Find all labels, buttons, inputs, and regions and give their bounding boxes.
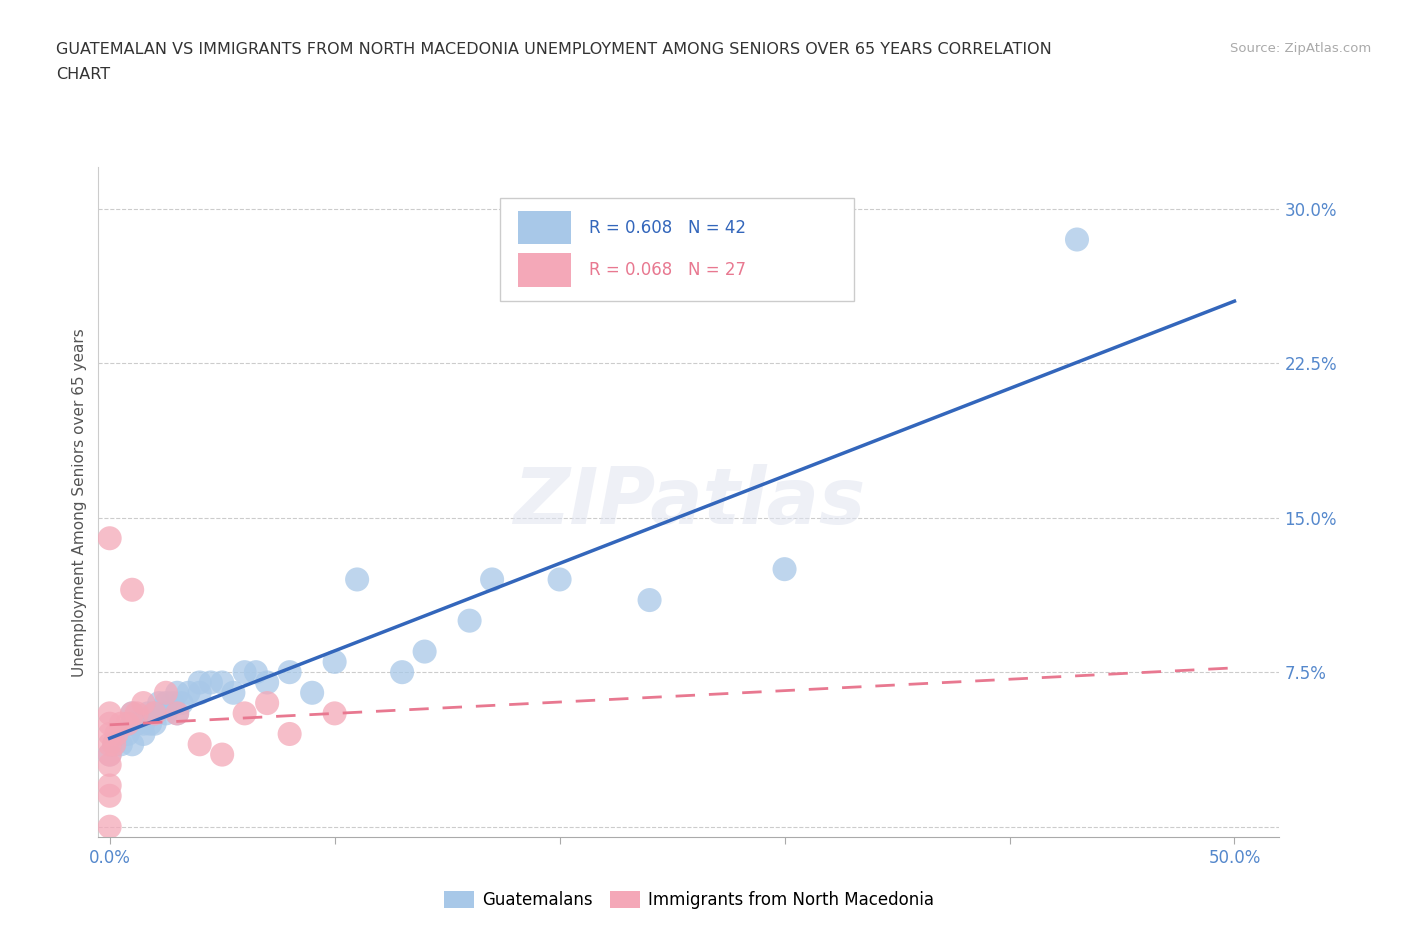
Point — [139, 716, 162, 731]
Point — [188, 675, 211, 690]
Text: CHART: CHART — [56, 67, 110, 82]
Point — [773, 562, 796, 577]
Point — [548, 572, 571, 587]
Point — [211, 675, 233, 690]
Point — [136, 706, 159, 721]
Point — [166, 706, 188, 721]
Point — [170, 696, 193, 711]
Point — [413, 644, 436, 659]
Point — [188, 737, 211, 751]
Point — [98, 757, 121, 772]
Point — [391, 665, 413, 680]
Point — [245, 665, 267, 680]
Point — [256, 696, 278, 711]
Point — [222, 685, 245, 700]
Point — [98, 531, 121, 546]
Point — [98, 737, 121, 751]
Point — [155, 706, 177, 721]
Point — [121, 706, 143, 721]
Point — [143, 716, 166, 731]
Point — [188, 685, 211, 700]
Point — [166, 706, 188, 721]
Point — [117, 726, 139, 741]
Point — [132, 716, 155, 731]
Point — [125, 716, 148, 731]
Point — [233, 665, 256, 680]
Y-axis label: Unemployment Among Seniors over 65 years: Unemployment Among Seniors over 65 years — [72, 328, 87, 677]
Text: ZIPatlas: ZIPatlas — [513, 464, 865, 540]
Point — [98, 716, 121, 731]
Point — [162, 696, 184, 711]
Point — [177, 685, 200, 700]
Point — [346, 572, 368, 587]
Legend: Guatemalans, Immigrants from North Macedonia: Guatemalans, Immigrants from North Maced… — [437, 884, 941, 916]
Point — [301, 685, 323, 700]
Point — [132, 696, 155, 711]
Point — [98, 706, 121, 721]
Point — [125, 706, 148, 721]
Point — [143, 706, 166, 721]
Text: R = 0.068   N = 27: R = 0.068 N = 27 — [589, 260, 745, 279]
Point — [121, 737, 143, 751]
Point — [166, 685, 188, 700]
Point — [200, 675, 222, 690]
Text: GUATEMALAN VS IMMIGRANTS FROM NORTH MACEDONIA UNEMPLOYMENT AMONG SENIORS OVER 65: GUATEMALAN VS IMMIGRANTS FROM NORTH MACE… — [56, 42, 1052, 57]
Point — [278, 726, 301, 741]
Point — [105, 726, 128, 741]
Point — [278, 665, 301, 680]
Point — [1066, 232, 1088, 247]
Point — [98, 726, 121, 741]
FancyBboxPatch shape — [517, 211, 571, 245]
Point — [458, 613, 481, 628]
Point — [98, 778, 121, 793]
FancyBboxPatch shape — [517, 253, 571, 286]
Point — [256, 675, 278, 690]
Text: Source: ZipAtlas.com: Source: ZipAtlas.com — [1230, 42, 1371, 55]
Point — [323, 706, 346, 721]
Point — [233, 706, 256, 721]
Point — [98, 789, 121, 804]
Point — [323, 655, 346, 670]
Text: R = 0.608   N = 42: R = 0.608 N = 42 — [589, 219, 745, 236]
FancyBboxPatch shape — [501, 197, 855, 301]
Point — [132, 726, 155, 741]
Point — [155, 685, 177, 700]
Point — [98, 747, 121, 762]
Point — [98, 819, 121, 834]
Point — [638, 592, 661, 607]
Point — [98, 747, 121, 762]
Point — [148, 696, 170, 711]
Point — [481, 572, 503, 587]
Point — [121, 706, 143, 721]
Point — [103, 737, 125, 751]
Point — [110, 737, 132, 751]
Point — [121, 716, 143, 731]
Point — [110, 716, 132, 731]
Point — [121, 582, 143, 597]
Point — [117, 716, 139, 731]
Point — [143, 706, 166, 721]
Point — [211, 747, 233, 762]
Point — [103, 737, 125, 751]
Point — [155, 696, 177, 711]
